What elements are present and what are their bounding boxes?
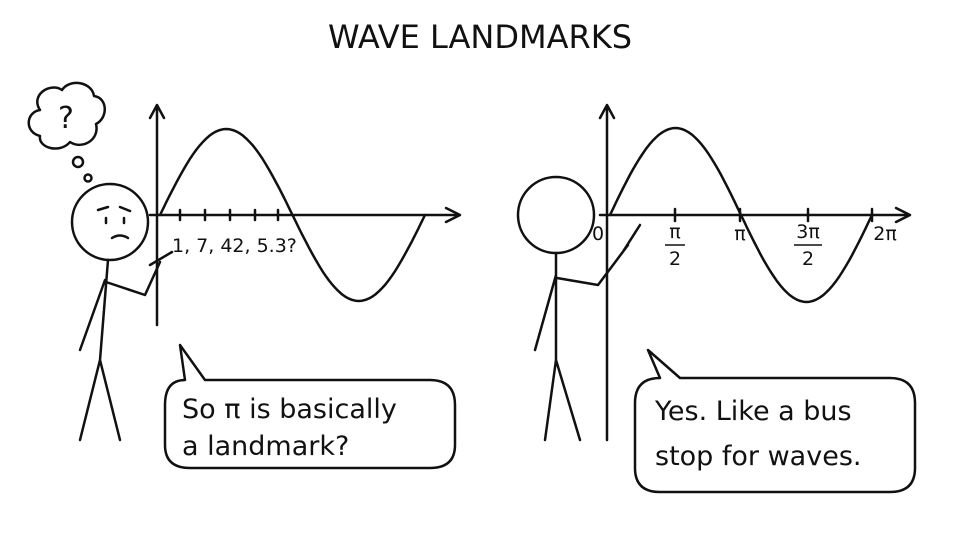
speech-bubble <box>633 348 917 494</box>
axis-label: 2π <box>873 223 897 245</box>
speech-line: a landmark? <box>182 431 349 462</box>
right-panel: 0 π 2 π 3π 2 2π Yes. Like a bus stop for… <box>516 103 917 494</box>
speech-bubble <box>163 343 457 470</box>
head <box>70 182 150 262</box>
face <box>96 205 132 240</box>
x-axis <box>598 206 912 224</box>
thought-dot <box>83 173 93 183</box>
axis-label: 2 <box>802 248 814 270</box>
x-axis <box>148 206 462 224</box>
thought-mark: ? <box>58 101 74 136</box>
title: WAVE LANDMARKS <box>328 18 632 56</box>
body <box>533 243 630 442</box>
speech-line: So π is basically <box>182 394 397 425</box>
pen <box>622 223 642 252</box>
y-axis <box>148 103 166 327</box>
pen <box>148 250 174 267</box>
thought-bubble <box>27 81 106 150</box>
thought-dot <box>71 155 85 169</box>
axis-label: π <box>669 221 680 243</box>
axis-label: 3π <box>796 221 820 243</box>
axis-guess: 1, 7, 42, 5.3? <box>172 235 297 257</box>
axis-label: 0 <box>592 223 604 245</box>
speech-line: Yes. Like a bus <box>654 396 852 427</box>
axis-label: 2 <box>669 248 681 270</box>
speech-line: stop for waves. <box>655 441 861 472</box>
axis-label: π <box>734 223 745 245</box>
ticks <box>178 208 280 222</box>
sine-wave <box>608 126 874 304</box>
left-panel: 1, 7, 42, 5.3? ? So π is basically a lan… <box>27 81 462 470</box>
sine-wave <box>158 127 427 303</box>
body <box>78 258 162 442</box>
